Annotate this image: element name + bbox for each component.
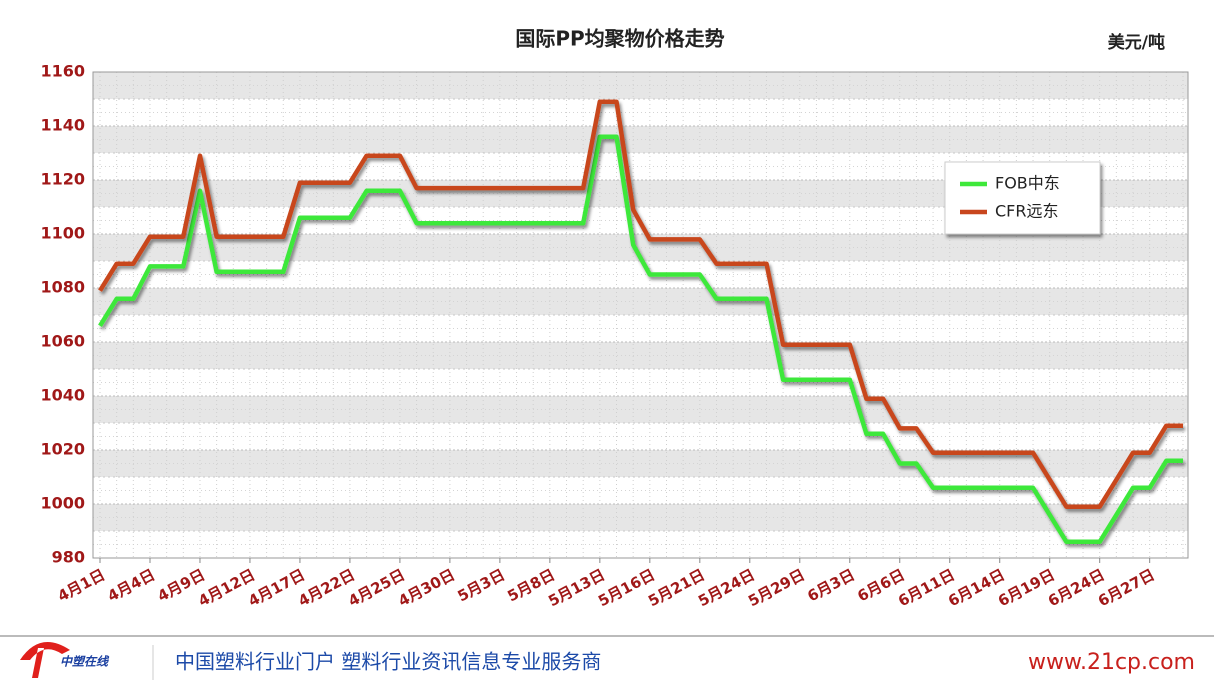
series-line: [98, 134, 1183, 545]
y-tick-label: 1020: [40, 440, 85, 459]
unit-label: 美元/吨: [1108, 32, 1165, 53]
footer-url: www.21cp.com: [1028, 650, 1195, 675]
y-tick-label: 1160: [40, 62, 85, 81]
y-tick-label: 1000: [40, 494, 85, 513]
chart-title: 国际PP均聚物价格走势: [515, 27, 724, 51]
logo-icon: [20, 642, 70, 678]
legend-label: CFR远东: [995, 202, 1059, 221]
y-tick-label: 1040: [40, 386, 85, 405]
y-tick-label: 1140: [40, 116, 85, 135]
y-tick-label: 980: [52, 548, 85, 567]
y-tick-label: 1060: [40, 332, 85, 351]
footer-slogan: 中国塑料行业门户 塑料行业资讯信息专业服务商: [175, 650, 601, 674]
y-tick-label: 1120: [40, 170, 85, 189]
y-tick-label: 1100: [40, 224, 85, 243]
logo-text: 中塑在线: [60, 655, 110, 669]
legend-box: [944, 161, 1101, 235]
series-line: [98, 99, 1183, 509]
y-tick-label: 1080: [40, 278, 85, 297]
plot-border: [92, 71, 1189, 559]
legend-label: FOB中东: [995, 174, 1060, 193]
